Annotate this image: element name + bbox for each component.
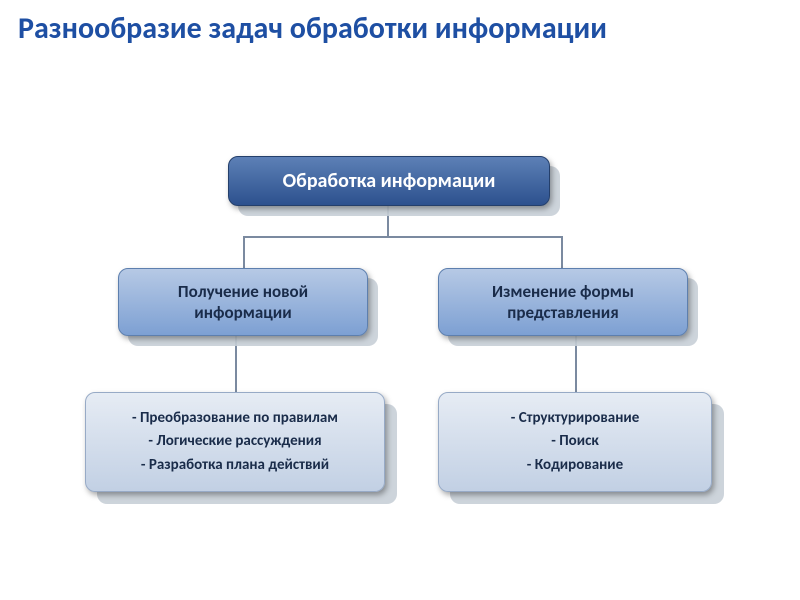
connector <box>243 236 245 268</box>
right-mid-node: Изменение формы представления <box>438 268 688 336</box>
left-leaf-line1: - Преобразование по правилам <box>132 407 338 430</box>
right-mid-label-l2: представления <box>507 302 618 323</box>
left-mid-label-l2: информации <box>194 302 291 323</box>
right-leaf-line3: - Кодирование <box>527 454 623 477</box>
left-leaf-line2: - Логические рассуждения <box>148 430 321 453</box>
connector <box>243 236 563 238</box>
left-leaf-line3: - Разработка плана действий <box>141 454 329 477</box>
root-label: Обработка информации <box>283 169 496 193</box>
connector <box>561 236 563 268</box>
root-node: Обработка информации <box>228 156 550 206</box>
right-mid-label-l1: Изменение формы <box>492 281 634 302</box>
left-mid-node: Получение новой информации <box>118 268 368 336</box>
left-leaf-node: - Преобразование по правилам - Логически… <box>85 392 385 492</box>
right-leaf-line1: - Структурирование <box>511 407 640 430</box>
page-title: Разнообразие задач обработки информации <box>18 12 607 47</box>
right-leaf-line2: - Поиск <box>551 430 599 453</box>
left-mid-label-l1: Получение новой <box>178 281 308 302</box>
right-leaf-node: - Структурирование - Поиск - Кодирование <box>438 392 712 492</box>
